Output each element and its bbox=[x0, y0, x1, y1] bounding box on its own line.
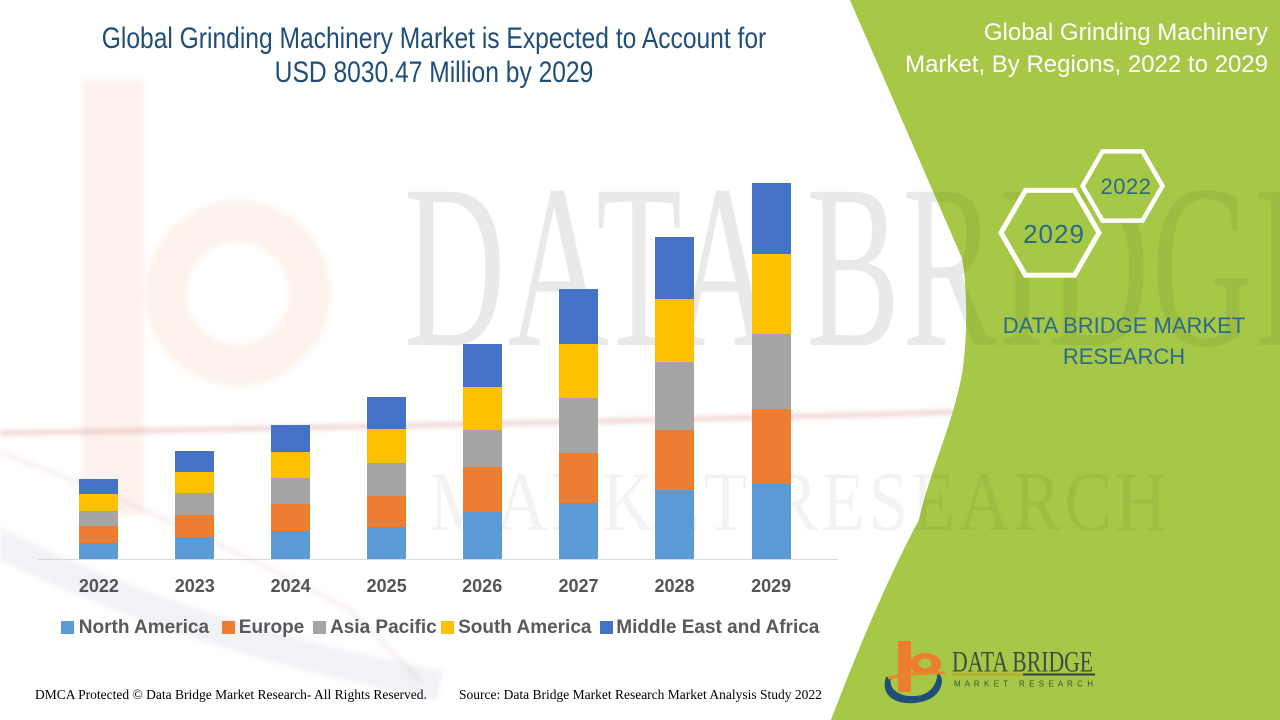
svg-text:M A R K E T R E S E A R C H: M A R K E T R E S E A R C H bbox=[954, 680, 1093, 689]
svg-text:DATA BRIDGE: DATA BRIDGE bbox=[952, 645, 1093, 678]
